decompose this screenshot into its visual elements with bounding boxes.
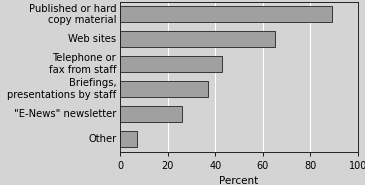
Bar [120, 56, 223, 72]
Bar [120, 131, 137, 147]
X-axis label: Percent: Percent [219, 176, 259, 185]
Bar [120, 31, 275, 47]
Bar [120, 6, 332, 22]
Bar [120, 106, 182, 122]
Bar [120, 81, 208, 97]
